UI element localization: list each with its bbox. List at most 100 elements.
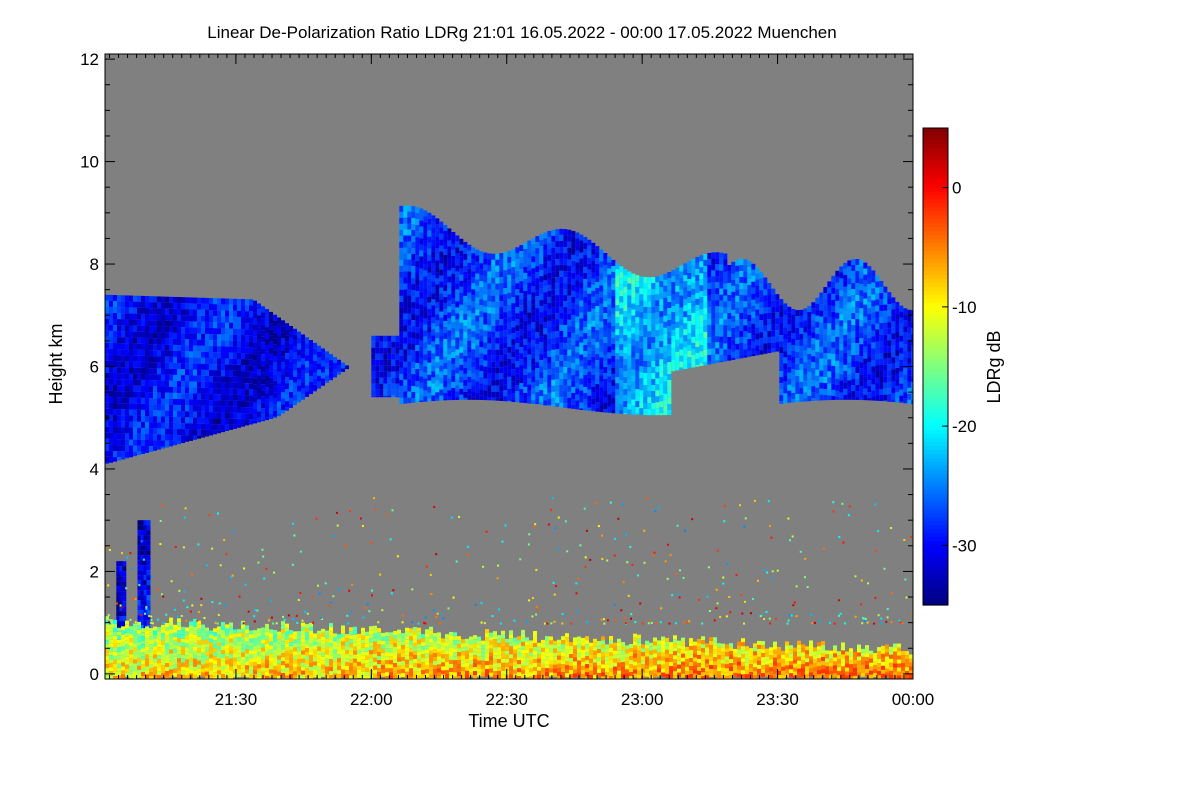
cirrus-main-column: [707, 252, 712, 365]
cirrus-early-column: [181, 297, 185, 444]
boundary-layer-column: [409, 628, 413, 679]
cirrus-main-column: [879, 280, 884, 402]
cirrus-main-column: [611, 259, 616, 414]
cirrus-main-column: [863, 262, 868, 401]
boundary-layer-column: [277, 631, 281, 679]
boundary-layer-column: [181, 626, 185, 679]
boundary-layer-column: [797, 640, 801, 677]
cirrus-main-column: [775, 294, 780, 352]
y-tick-label: 8: [90, 255, 99, 274]
cirrus-main-column: [483, 252, 488, 401]
boundary-layer-column: [337, 634, 341, 679]
y-tick-label: 2: [90, 562, 99, 581]
cirrus-main-column: [503, 252, 508, 402]
cirrus-main-column: [695, 256, 700, 367]
boundary-layer-column: [149, 628, 153, 679]
colorbar-segment: [923, 155, 948, 161]
boundary-layer-column: [577, 636, 581, 677]
cirrus-main-column: [607, 256, 612, 413]
cirrus-early-column: [173, 296, 177, 446]
colorbar-segment: [923, 139, 948, 145]
cirrus-main-column: [687, 261, 692, 369]
colorbar-segment: [923, 493, 948, 499]
colorbar-frame: [922, 127, 949, 606]
colorbar-segment: [923, 565, 948, 570]
x-tick-label: 21:30: [215, 690, 258, 709]
cirrus-main-column: [795, 310, 800, 403]
boundary-layer-column: [553, 640, 557, 677]
cirrus-early-column: [309, 340, 313, 395]
colorbar-title: LDRg dB: [984, 330, 1004, 403]
boundary-layer-column: [117, 627, 121, 679]
cirrus-main-column: [627, 271, 632, 415]
colorbar-segment: [923, 211, 948, 217]
colorbar-segment: [923, 183, 948, 189]
boundary-layer-column: [121, 626, 125, 679]
cirrus-early-column: [225, 298, 229, 432]
boundary-layer-column: [237, 629, 241, 678]
boundary-layer-column: [453, 632, 457, 679]
cirrus-main-column: [623, 269, 628, 415]
boundary-layer-column: [857, 644, 861, 677]
boundary-layer-column: [545, 636, 549, 679]
colorbar-segment: [923, 438, 948, 443]
boundary-layer-column: [161, 624, 165, 677]
colorbar-segment: [923, 581, 948, 586]
cirrus-main-column: [387, 335, 392, 398]
boundary-layer-column: [145, 626, 149, 679]
cirrus-main-column: [511, 249, 516, 402]
cirrus-early-column: [261, 306, 265, 422]
colorbar-segment: [923, 151, 948, 157]
boundary-layer-column: [397, 629, 401, 678]
boundary-layer-column: [205, 627, 209, 679]
boundary-layer-column: [841, 642, 845, 679]
boundary-layer-column: [465, 638, 469, 679]
colorbar-segment: [923, 207, 948, 213]
cirrus-early-column: [133, 295, 137, 457]
cirrus-main-column: [899, 305, 904, 403]
boundary-layer-column: [497, 635, 501, 679]
x-tick-label: 00:00: [892, 690, 935, 709]
boundary-layer-column: [469, 636, 473, 677]
cirrus-early-column: [213, 298, 217, 435]
colorbar-tick-label: -30: [952, 536, 977, 555]
boundary-layer-column: [381, 632, 385, 677]
boundary-layer-column: [905, 651, 909, 679]
cirrus-main-column: [615, 263, 620, 414]
colorbar-segment: [923, 255, 948, 260]
colorbar-segment: [923, 398, 948, 403]
cirrus-main-column: [663, 273, 668, 416]
boundary-layer-column: [897, 643, 901, 679]
boundary-layer-column: [549, 636, 553, 677]
colorbar-segment: [923, 410, 948, 415]
cirrus-main-column: [723, 253, 728, 362]
boundary-layer-column: [461, 639, 465, 679]
cirrus-main-column: [807, 305, 812, 402]
cirrus-early-column: [321, 348, 325, 386]
cirrus-main-column: [419, 208, 424, 402]
cirrus-main-column: [851, 259, 856, 400]
colorbar-segment: [923, 465, 948, 471]
cirrus-main-column: [443, 224, 448, 401]
cirrus-main-column: [595, 246, 600, 412]
boundary-layer-column: [265, 623, 269, 679]
boundary-layer-column: [657, 640, 661, 677]
boundary-layer-column: [253, 630, 257, 679]
colorbar-segment: [923, 235, 948, 240]
boundary-layer-column: [521, 629, 525, 678]
colorbar-segment: [923, 322, 948, 328]
boundary-layer-column: [481, 640, 485, 677]
boundary-layer-column: [141, 628, 145, 679]
x-tick-label: 22:30: [485, 690, 528, 709]
boundary-layer-column: [441, 638, 445, 679]
boundary-layer-column: [825, 650, 829, 679]
boundary-layer-column: [557, 639, 561, 679]
boundary-layer-column: [833, 645, 837, 678]
colorbar-segment: [923, 446, 948, 451]
boundary-layer-column: [573, 637, 577, 678]
cirrus-main-column: [759, 272, 764, 355]
boundary-layer-column: [721, 643, 725, 679]
cirrus-early-column: [105, 294, 109, 464]
cirrus-main-column: [551, 229, 556, 407]
